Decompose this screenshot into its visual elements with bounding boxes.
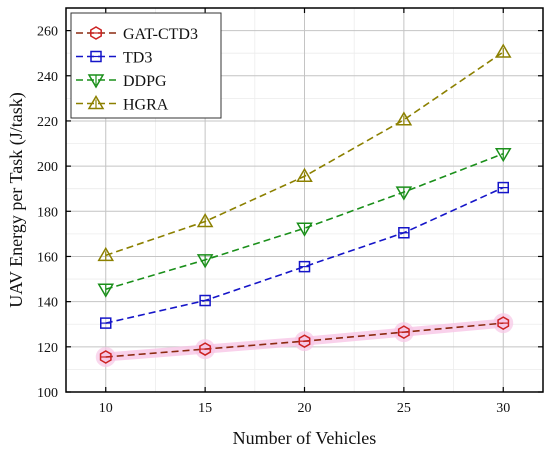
y-tick-label: 260 <box>37 25 58 40</box>
y-tick-label: 120 <box>37 341 58 356</box>
x-tick-label: 10 <box>99 401 113 416</box>
y-tick-label: 100 <box>37 386 58 401</box>
legend-label-td3: TD3 <box>123 50 152 67</box>
y-tick-label: 200 <box>37 160 58 175</box>
series-gat-ctd3-point-marker <box>397 325 410 340</box>
series-gat-ctd3-point-marker <box>298 334 311 349</box>
series-ddpg <box>97 147 512 298</box>
legend-entry-td3: TD3 <box>76 50 152 67</box>
series-hgra <box>97 43 512 262</box>
y-tick-label: 140 <box>37 296 58 311</box>
x-tick-label: 15 <box>198 401 212 416</box>
series-gat-ctd3-point-marker <box>99 350 112 364</box>
x-tick-label: 25 <box>397 401 411 416</box>
x-tick-label: 30 <box>496 401 510 416</box>
legend-entry-ddpg: DDPG <box>76 73 167 90</box>
legend-entry-hgra: HGRA <box>76 95 169 114</box>
y-axis-label: UAV Energy per Task (J/task) <box>6 92 27 307</box>
legend-label-ddpg: DDPG <box>123 73 167 90</box>
series-gat-ctd3 <box>95 313 514 367</box>
legend-label-hgra: HGRA <box>123 97 169 114</box>
x-axis-label: Number of Vehicles <box>233 428 377 448</box>
legend-label-gat-ctd3: GAT-CTD3 <box>123 26 198 43</box>
legend-entry-gat-ctd3: GAT-CTD3 <box>76 26 198 43</box>
y-tick-label: 240 <box>37 70 58 85</box>
series-gat-ctd3-point-marker <box>199 342 212 356</box>
series-ddpg-line <box>105 152 504 290</box>
series-td3 <box>100 181 509 329</box>
axis-ticks: 100 120 140 160 180 200 220 240 260 10 15 20 25 30 <box>37 8 543 416</box>
x-tick-label: 20 <box>298 401 312 416</box>
y-tick-label: 180 <box>37 205 58 220</box>
series-td3-line <box>105 186 504 324</box>
legend: GAT-CTD3 TD3 DDPG HGRA <box>70 12 222 119</box>
y-tick-label: 220 <box>37 115 58 130</box>
legend-gat-ctd3-marker <box>90 26 102 40</box>
series-gat-ctd3-point-marker <box>497 316 510 330</box>
series-layer <box>95 43 514 367</box>
y-tick-label: 160 <box>37 250 58 265</box>
